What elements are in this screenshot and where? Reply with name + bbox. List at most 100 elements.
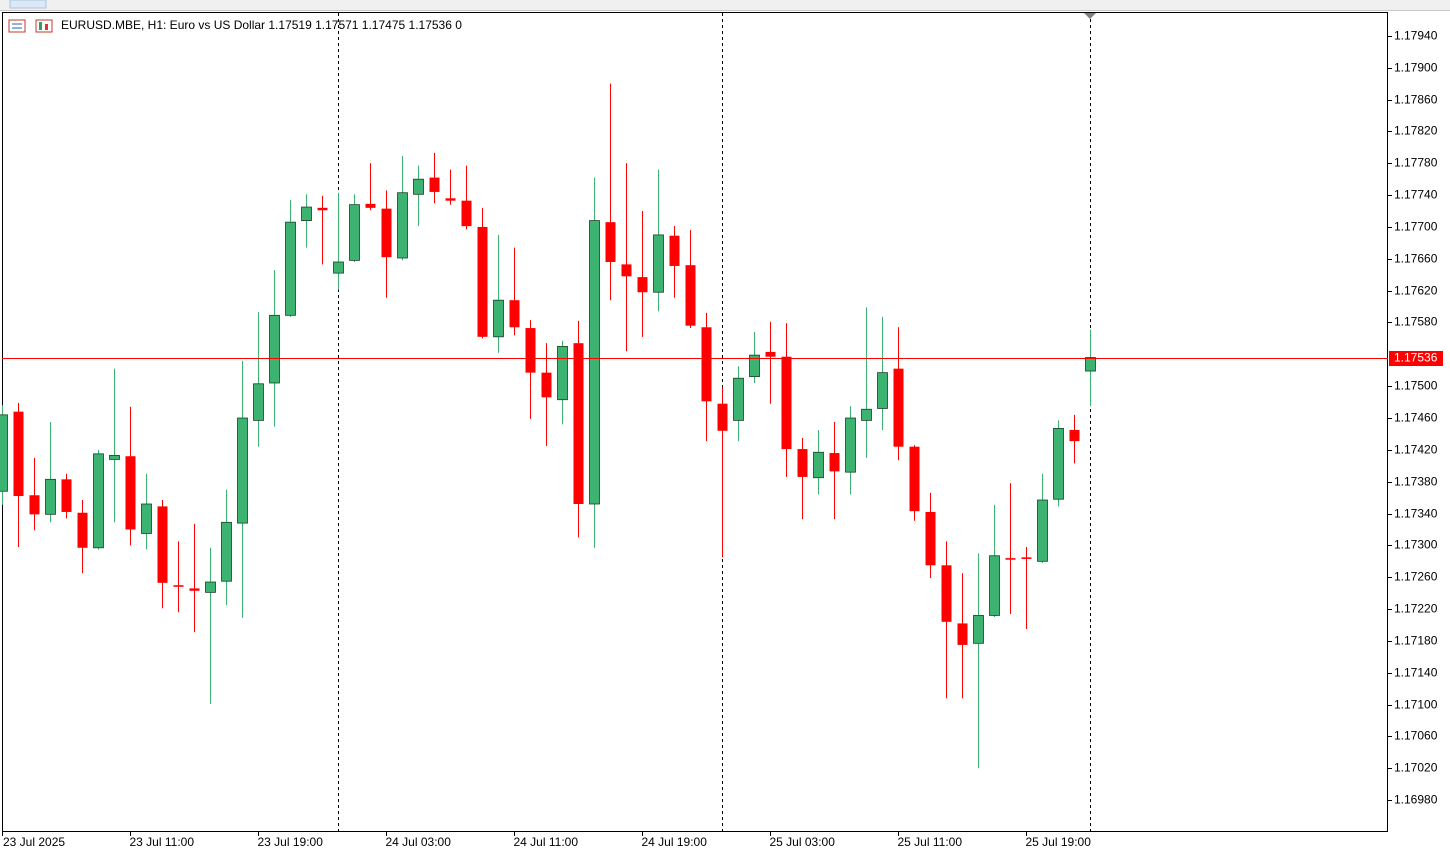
candle-body bbox=[733, 377, 744, 421]
toolbar-button[interactable] bbox=[9, 0, 47, 9]
y-tick-label: 1.17100 bbox=[1394, 698, 1438, 712]
toolbar-strip bbox=[0, 0, 1450, 10]
candle-body bbox=[301, 206, 312, 221]
y-tick-label: 1.17900 bbox=[1394, 61, 1438, 75]
candle-body bbox=[173, 585, 184, 587]
candle-body bbox=[525, 328, 536, 373]
candle-body bbox=[77, 512, 88, 548]
x-tick-label: 23 Jul 11:00 bbox=[130, 835, 195, 849]
y-tick-label: 1.17780 bbox=[1394, 156, 1438, 170]
y-tick-label: 1.17740 bbox=[1394, 188, 1438, 202]
candle-body bbox=[1021, 557, 1032, 559]
candle-body bbox=[605, 222, 616, 262]
candle-body bbox=[413, 178, 424, 195]
y-tick-label: 1.17660 bbox=[1394, 252, 1438, 266]
y-tick-label: 1.17300 bbox=[1394, 538, 1438, 552]
candle-body bbox=[749, 354, 760, 378]
candle-body bbox=[141, 503, 152, 534]
candle-body bbox=[1037, 499, 1048, 562]
y-tick-label: 1.17140 bbox=[1394, 666, 1438, 680]
icon bbox=[45, 24, 48, 30]
candle-body bbox=[29, 495, 40, 515]
candle-body bbox=[685, 265, 696, 326]
y-tick-label: 1.16980 bbox=[1394, 793, 1438, 807]
y-tick-label: 1.17420 bbox=[1394, 443, 1438, 457]
candle-body bbox=[909, 446, 920, 512]
x-tick-label: 23 Jul 19:00 bbox=[258, 835, 324, 849]
x-tick-label: 25 Jul 03:00 bbox=[770, 835, 836, 849]
candle-body bbox=[477, 226, 488, 337]
candle-body bbox=[429, 177, 440, 192]
candle-body bbox=[573, 343, 584, 504]
y-tick-label: 1.17340 bbox=[1394, 507, 1438, 521]
candle-body bbox=[1053, 427, 1064, 500]
y-tick-label: 1.17220 bbox=[1394, 602, 1438, 616]
candle-body bbox=[45, 478, 56, 515]
candle-body bbox=[557, 345, 568, 401]
candle-body bbox=[765, 351, 776, 357]
candle-body bbox=[717, 403, 728, 431]
candle-body bbox=[253, 383, 264, 421]
candle-body bbox=[461, 200, 472, 227]
y-tick-label: 1.17820 bbox=[1394, 124, 1438, 138]
plot-frame bbox=[2, 12, 1388, 832]
candle-body bbox=[589, 220, 600, 505]
candle-body bbox=[669, 235, 680, 266]
candle-body bbox=[621, 264, 632, 277]
candle-body bbox=[349, 204, 360, 261]
price-label-bg bbox=[1389, 351, 1443, 366]
candle-body bbox=[701, 327, 712, 402]
candle-body bbox=[941, 565, 952, 622]
x-tick-label: 25 Jul 11:00 bbox=[898, 835, 963, 849]
candle-body bbox=[509, 300, 520, 328]
candle-body bbox=[269, 314, 280, 384]
y-tick-label: 1.17860 bbox=[1394, 93, 1438, 107]
y-tick-label: 1.17940 bbox=[1394, 29, 1438, 43]
candle-body bbox=[333, 261, 344, 274]
x-tick-label: 24 Jul 19:00 bbox=[642, 835, 708, 849]
candle-body bbox=[637, 277, 648, 293]
y-tick-label: 1.17580 bbox=[1394, 315, 1438, 329]
candle-body bbox=[781, 356, 792, 450]
candle-body bbox=[1005, 558, 1016, 560]
candle-body bbox=[1085, 357, 1096, 372]
candle-body bbox=[0, 414, 8, 492]
x-tick-label: 25 Jul 19:00 bbox=[1026, 835, 1092, 849]
x-tick-label: 24 Jul 11:00 bbox=[514, 835, 579, 849]
candle-body bbox=[653, 234, 664, 293]
candle-body bbox=[381, 208, 392, 258]
candle-body bbox=[365, 203, 376, 208]
candle-body bbox=[797, 449, 808, 477]
y-tick-label: 1.17180 bbox=[1394, 634, 1438, 648]
y-tick-label: 1.17620 bbox=[1394, 284, 1438, 298]
candle-body bbox=[813, 451, 824, 479]
candle-body bbox=[957, 623, 968, 645]
candle-body bbox=[877, 372, 888, 409]
candle-body bbox=[989, 555, 1000, 616]
candle-body bbox=[285, 221, 296, 316]
candle-body bbox=[893, 368, 904, 447]
y-tick-label: 1.17380 bbox=[1394, 475, 1438, 489]
candle-body bbox=[205, 581, 216, 593]
candle-body bbox=[445, 198, 456, 201]
candle-body bbox=[109, 455, 120, 460]
price-label: 1.17536 bbox=[1394, 351, 1438, 365]
candle-body bbox=[829, 453, 840, 472]
y-tick-label: 1.17500 bbox=[1394, 379, 1438, 393]
candle-body bbox=[13, 411, 24, 497]
candle-body bbox=[973, 615, 984, 644]
candle-body bbox=[541, 372, 552, 398]
candle-body bbox=[189, 588, 200, 591]
candle-body bbox=[221, 521, 232, 582]
candle-body bbox=[93, 453, 104, 549]
title-icons bbox=[8, 19, 53, 33]
candle-body bbox=[157, 506, 168, 583]
candle-body bbox=[237, 417, 248, 524]
chart-shift-marker[interactable] bbox=[1084, 13, 1096, 19]
y-tick-label: 1.17460 bbox=[1394, 411, 1438, 425]
candle-body bbox=[61, 479, 72, 512]
candle-body bbox=[845, 417, 856, 473]
candle-body bbox=[861, 408, 872, 421]
y-tick-label: 1.17260 bbox=[1394, 570, 1438, 584]
